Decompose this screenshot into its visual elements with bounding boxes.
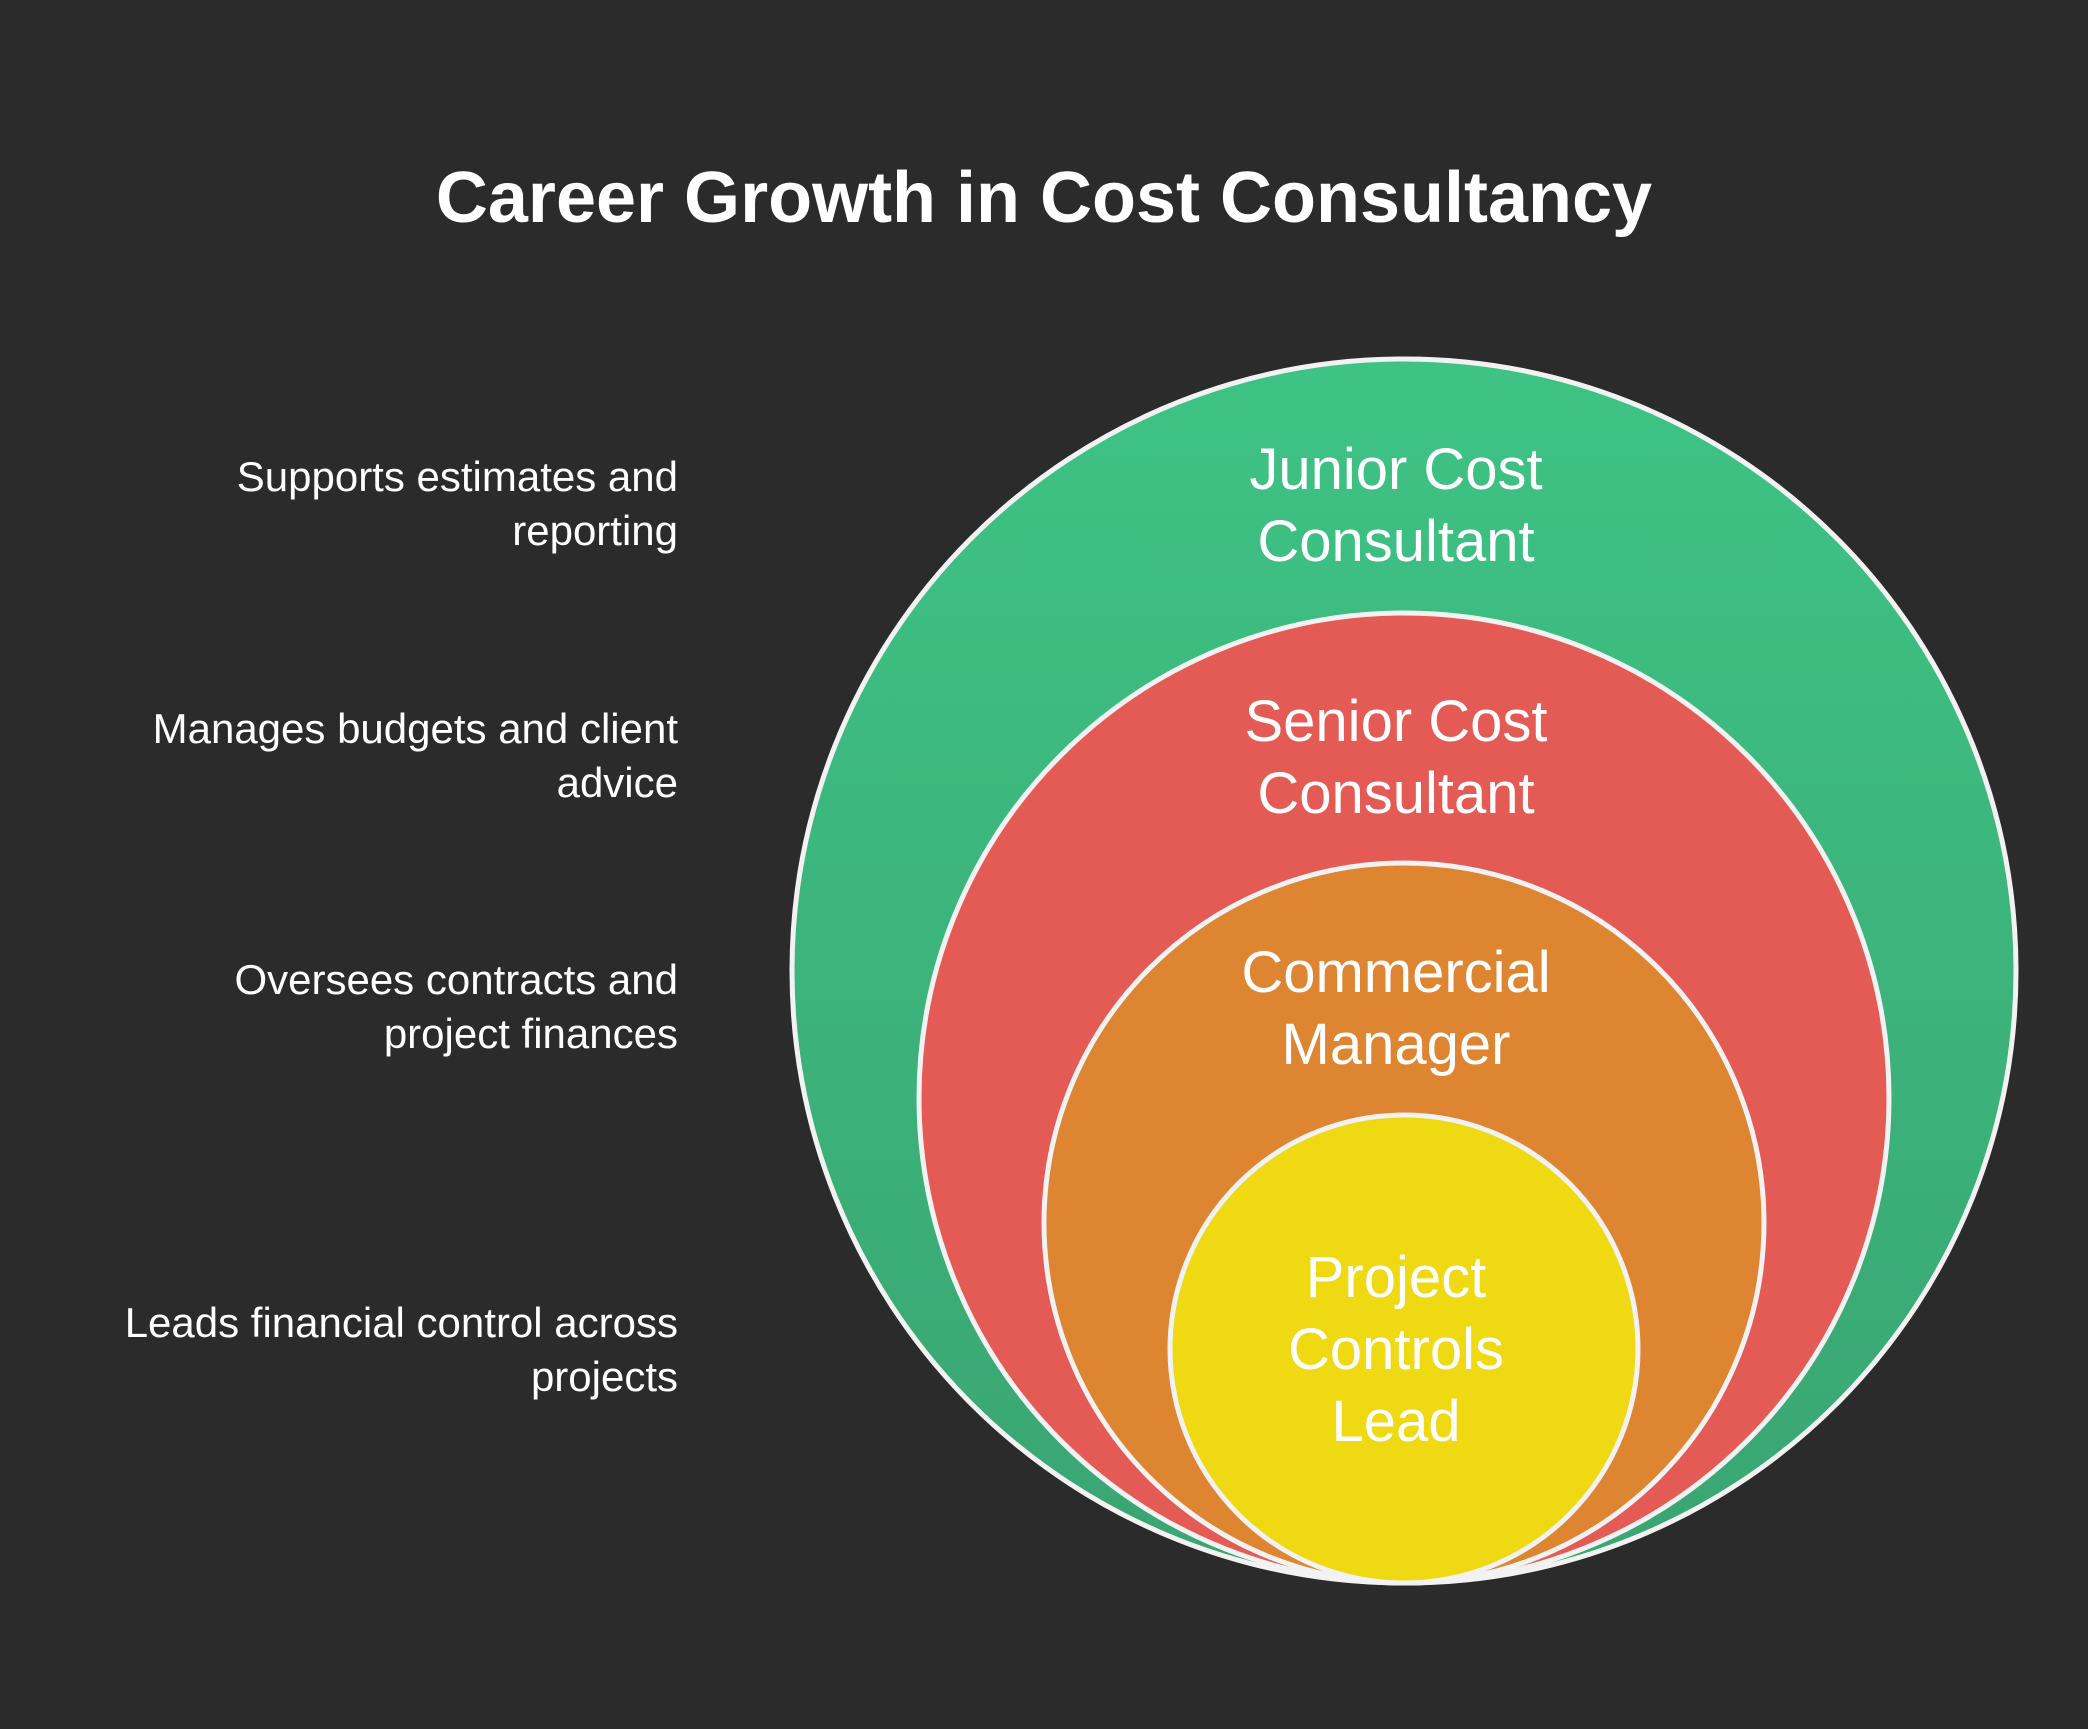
- level-label-senior-cost-consultant: Senior Cost Consultant: [1136, 686, 1656, 830]
- circle-project-controls-lead: [1167, 1112, 1641, 1586]
- diagram-title: Career Growth in Cost Consultancy: [435, 158, 1653, 238]
- level-description-project-controls: Leads financial control across projects: [124, 1299, 678, 1400]
- level-label-project-controls-lead: Project Controls Lead: [1136, 1242, 1656, 1458]
- level-description-commercial: Oversees contracts and project finances: [234, 956, 678, 1057]
- level-label-text: Senior Cost Consultant: [1244, 689, 1548, 826]
- level-label-junior-cost-consultant: Junior Cost Consultant: [1136, 434, 1656, 578]
- level-description-junior: Supports estimates and reporting: [236, 453, 678, 554]
- level-label-commercial-manager: Commercial Manager: [1136, 937, 1656, 1081]
- level-label-text: Junior Cost Consultant: [1249, 437, 1543, 574]
- level-label-text: Project Controls Lead: [1288, 1245, 1504, 1454]
- level-description-senior: Manages budgets and client advice: [152, 705, 678, 806]
- level-label-text: Commercial Manager: [1241, 940, 1551, 1077]
